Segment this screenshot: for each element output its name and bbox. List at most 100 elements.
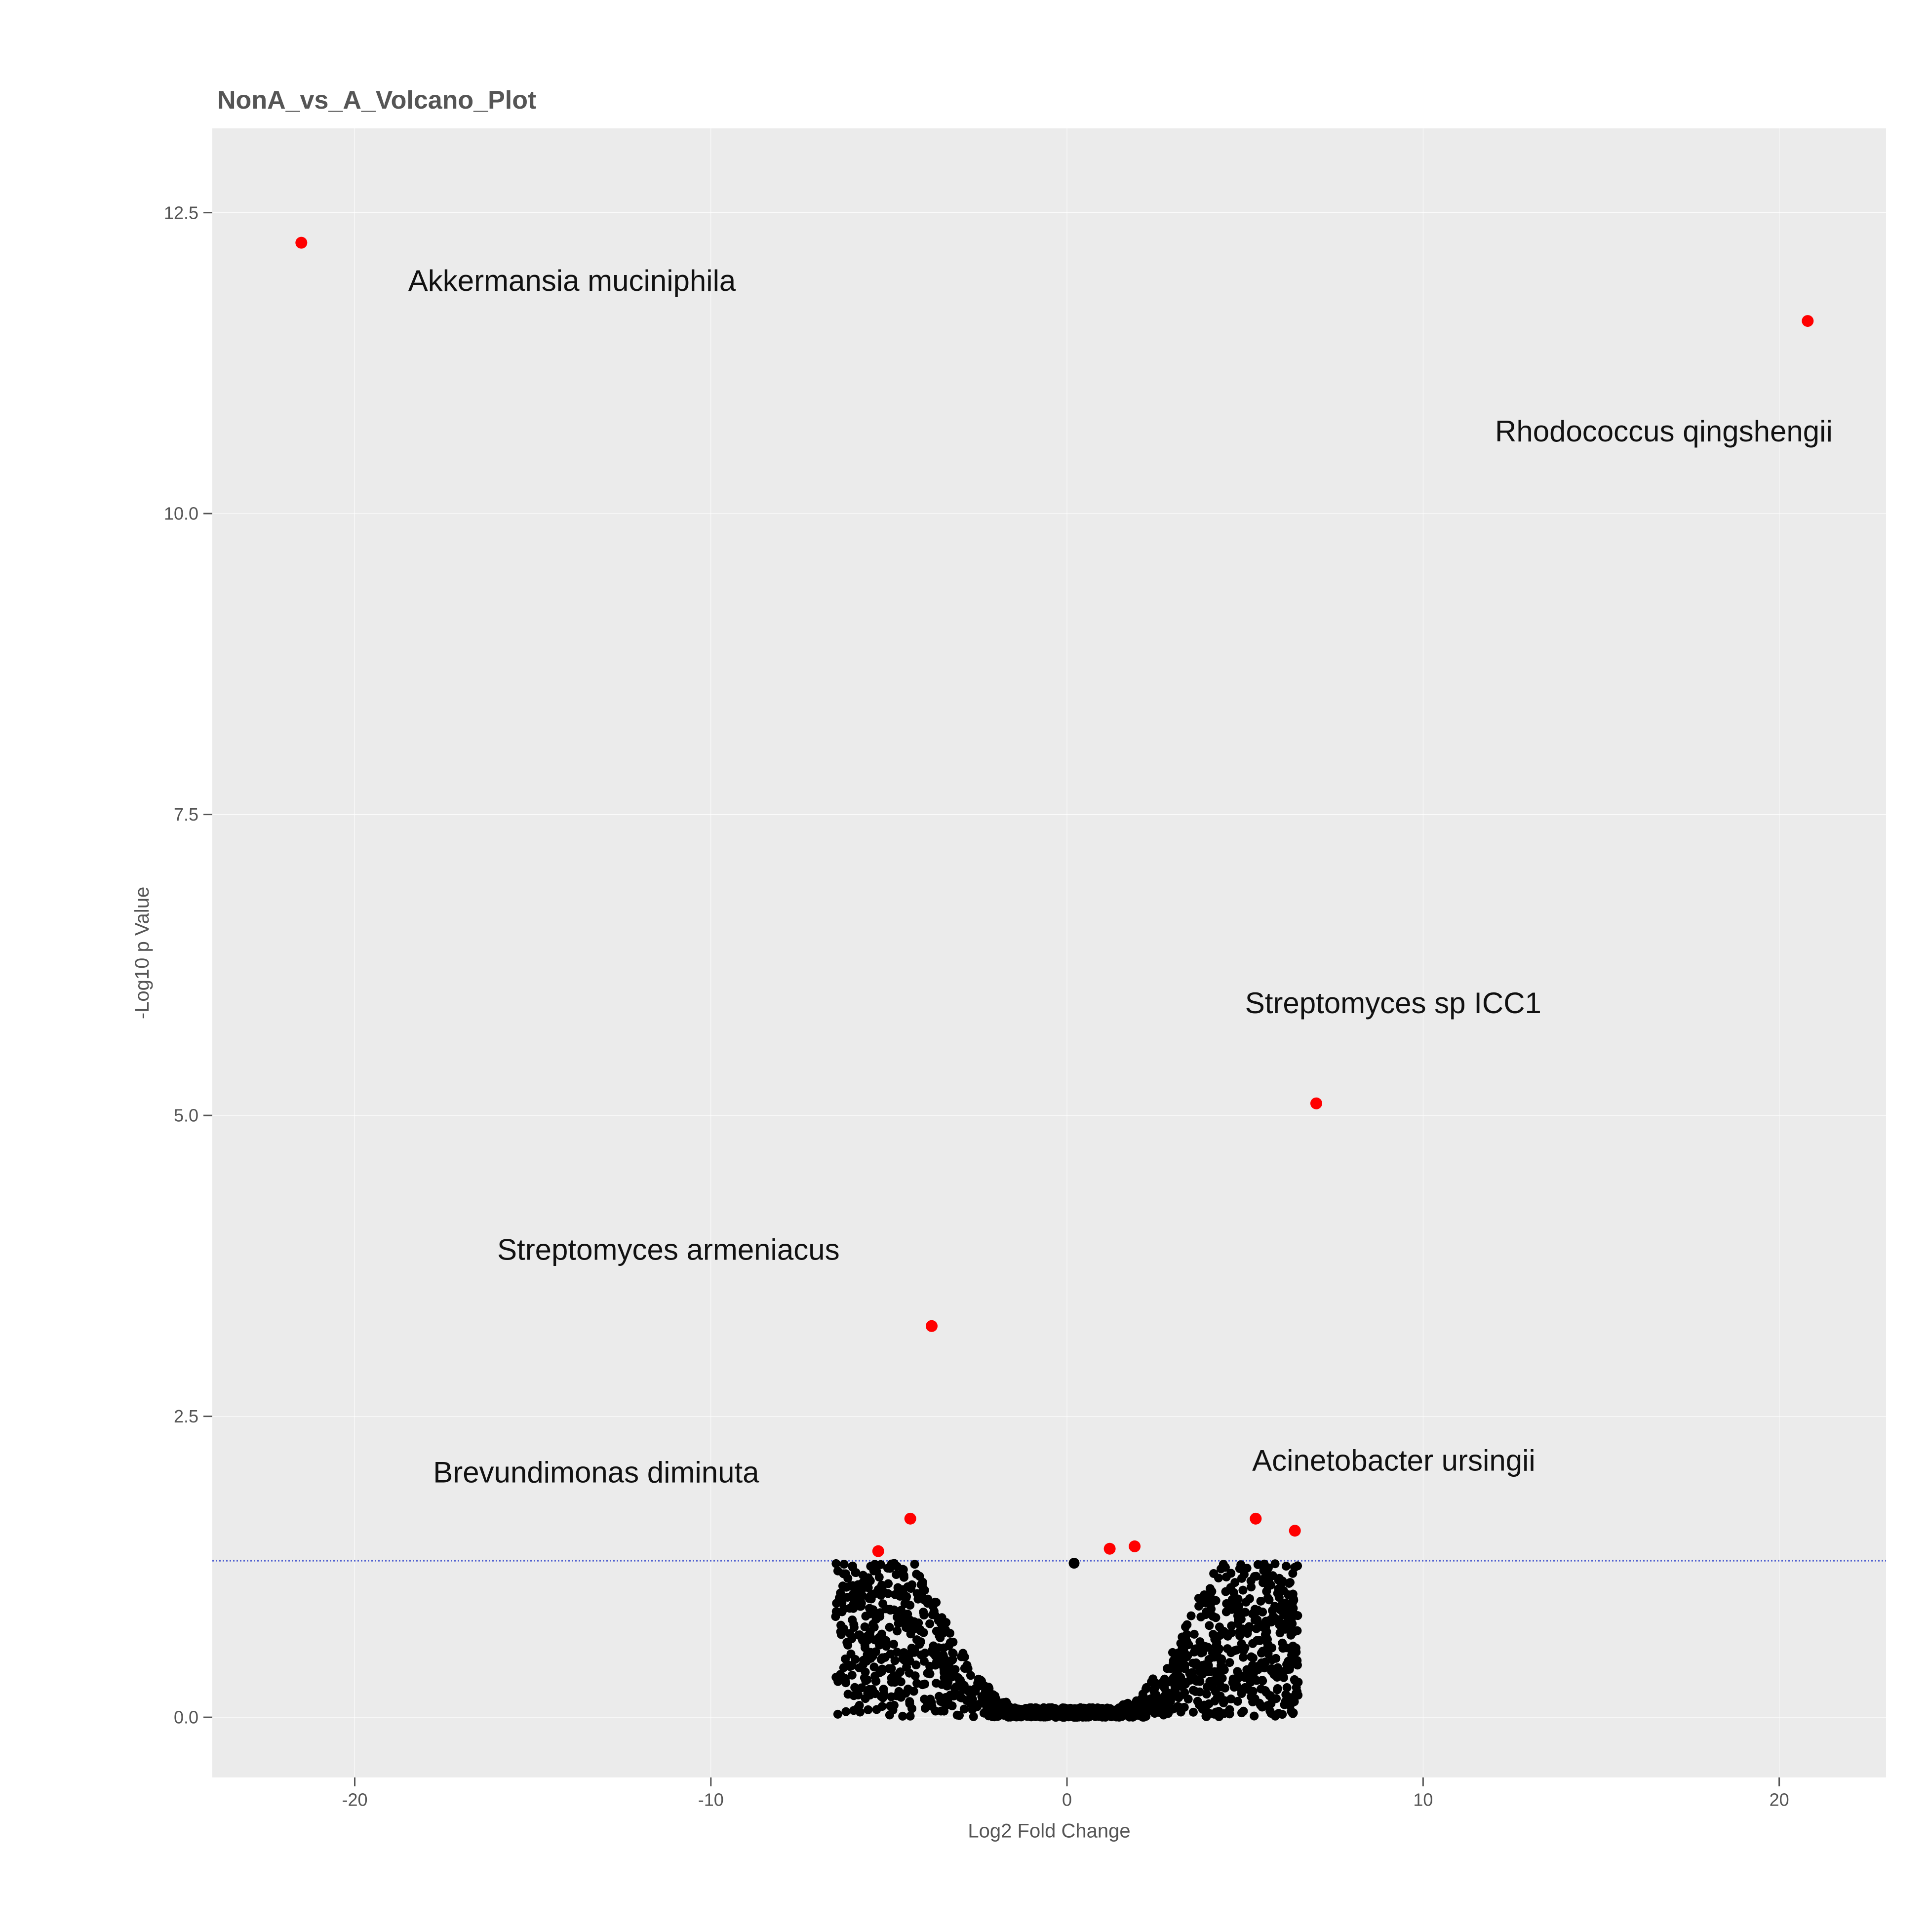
ns-point [912,1570,921,1578]
ns-point [885,1564,894,1573]
ns-point [1221,1587,1230,1596]
ns-point [1201,1642,1210,1651]
ns-point [864,1705,872,1714]
ns-point [937,1695,945,1704]
ns-point [1290,1697,1299,1706]
ns-point [882,1640,891,1649]
ns-point [1257,1658,1266,1667]
ns-point [910,1560,919,1569]
ns-point [885,1623,894,1632]
ns-point [969,1712,978,1721]
ns-point [891,1656,900,1665]
x-tick-label: 10 [1413,1790,1433,1810]
ns-point [831,1612,840,1621]
ns-point [863,1632,872,1641]
ns-point [1169,1704,1178,1713]
ns-point [1289,1609,1298,1618]
ns-point [956,1693,965,1702]
y-tick-label: 7.5 [174,804,198,825]
ns-point [1263,1701,1272,1710]
ns-point [909,1625,918,1634]
plot-panel [212,128,1886,1777]
ns-point [1223,1632,1232,1641]
ns-point [1207,1599,1216,1608]
ns-point [1265,1691,1274,1700]
y-tick-label: 10.0 [164,504,198,524]
sig-point [1104,1543,1116,1555]
ns-point [1266,1709,1275,1718]
ns-point [840,1560,849,1569]
ns-point [877,1692,886,1701]
ns-point [1293,1656,1301,1665]
ns-point [1181,1622,1190,1631]
ns-point [1237,1686,1246,1695]
ns-point [901,1611,909,1620]
ns-point [925,1619,934,1628]
ns-point [861,1622,869,1631]
ns-point [831,1673,840,1682]
ns-point [1286,1578,1295,1587]
ns-point [1271,1654,1280,1663]
x-tick-label: 0 [1062,1790,1072,1810]
ns-point [1191,1660,1200,1669]
ns-point [1209,1569,1218,1578]
y-tick-label: 2.5 [174,1406,198,1426]
ns-point [1215,1622,1224,1631]
ns-point [1148,1674,1157,1683]
ns-point [953,1711,962,1720]
ns-point [1233,1697,1242,1706]
ns-point [993,1712,1002,1721]
ns-point [1070,1704,1079,1713]
ns-point [886,1701,895,1710]
ns-point [966,1671,975,1680]
ns-point [1194,1594,1203,1603]
ns-point [844,1690,853,1698]
ns-point [1085,1712,1094,1721]
ns-point [1281,1699,1290,1708]
ns-point [1263,1644,1272,1653]
ns-point [1228,1678,1237,1687]
ns-point [1257,1597,1265,1606]
ns-point [1192,1677,1201,1686]
ns-point [946,1638,955,1647]
ns-point [1187,1668,1196,1677]
y-tick-label: 0.0 [174,1707,198,1728]
sig-point [295,237,307,249]
ns-point [839,1663,848,1672]
ns-point [1215,1707,1223,1716]
ns-point [898,1712,907,1721]
y-tick-label: 5.0 [174,1105,198,1126]
ns-point [1243,1629,1252,1638]
sig-point [926,1320,938,1332]
ns-point [946,1691,955,1699]
ns-point [1292,1683,1301,1692]
ns-point [1212,1639,1221,1648]
ns-point [1278,1710,1287,1719]
ns-point [841,1655,850,1663]
ns-point [839,1604,848,1613]
point-label: Acinetobacter ursingii [1252,1444,1535,1477]
ns-point [1249,1687,1258,1696]
ns-point [839,1624,848,1633]
ns-point [1281,1690,1290,1699]
ns-point [1026,1712,1035,1721]
ns-point [855,1663,864,1672]
ns-point [841,1678,850,1687]
ns-point [1273,1684,1282,1693]
ns-point [1292,1648,1300,1656]
ns-point [870,1662,879,1671]
ns-point [853,1704,862,1713]
ns-point [1178,1658,1186,1667]
ns-point [838,1581,847,1590]
ns-point [941,1625,950,1634]
volcano-plot: -20-10010200.02.55.07.510.012.5Akkermans… [0,0,1929,1932]
ns-point [877,1655,886,1664]
ns-point [873,1637,882,1646]
ns-point [911,1671,920,1680]
ns-point [887,1678,896,1687]
sig-point [1250,1513,1261,1525]
ns-point [957,1653,966,1661]
sig-point [1310,1098,1322,1109]
ns-point [1273,1663,1282,1672]
x-tick-label: 20 [1770,1790,1789,1810]
